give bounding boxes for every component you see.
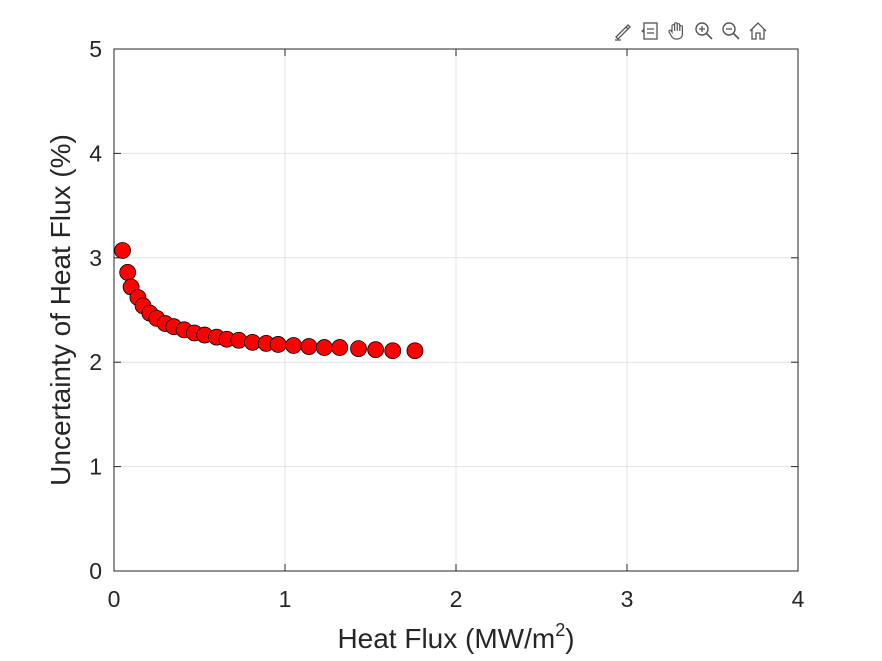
data-point	[331, 339, 349, 356]
data-point	[285, 337, 302, 354]
x-tick-label: 3	[621, 586, 634, 612]
figure-toolbar	[610, 18, 771, 44]
x-axis-label: Heat Flux (MW/m2)	[337, 620, 574, 654]
pan-hand-icon[interactable]	[664, 18, 690, 44]
data-point	[315, 339, 333, 356]
tick-marks	[113, 48, 799, 572]
zoom-out-icon[interactable]	[718, 18, 744, 44]
y-tick-label: 4	[89, 140, 102, 166]
y-tick-label: 0	[89, 558, 102, 584]
y-tick-label: 3	[89, 245, 102, 271]
x-tick-label: 2	[450, 586, 463, 612]
x-tick-label: 1	[279, 586, 292, 612]
data-point	[119, 264, 137, 281]
y-tick-label: 1	[89, 454, 102, 480]
brush-icon[interactable]	[610, 18, 636, 44]
x-tick-label: 0	[108, 586, 121, 612]
data-point	[300, 338, 318, 355]
x-axis-label-end: )	[565, 623, 574, 654]
x-axis-label-sup: 2	[555, 620, 565, 640]
x-tick-label: 4	[792, 586, 805, 612]
zoom-in-icon[interactable]	[691, 18, 717, 44]
grid	[113, 48, 799, 572]
data-point	[384, 342, 402, 360]
x-axis-label-main: Heat Flux (MW/m	[337, 623, 555, 654]
data-point	[367, 341, 385, 359]
y-tick-label: 2	[89, 349, 102, 375]
x-tick-labels: 0 1 2 3 4	[108, 586, 805, 612]
y-tick-label: 5	[89, 36, 102, 62]
y-tick-labels: 0 1 2 3 4 5	[89, 36, 102, 584]
data-point	[350, 340, 367, 358]
data-tips-icon[interactable]	[637, 18, 663, 44]
y-axis-label: Uncertainty of Heat Flux (%)	[45, 134, 76, 486]
data-point	[269, 336, 287, 353]
data-point	[114, 242, 131, 259]
data-point	[406, 342, 424, 360]
home-icon[interactable]	[745, 18, 771, 44]
data-points	[114, 242, 424, 360]
